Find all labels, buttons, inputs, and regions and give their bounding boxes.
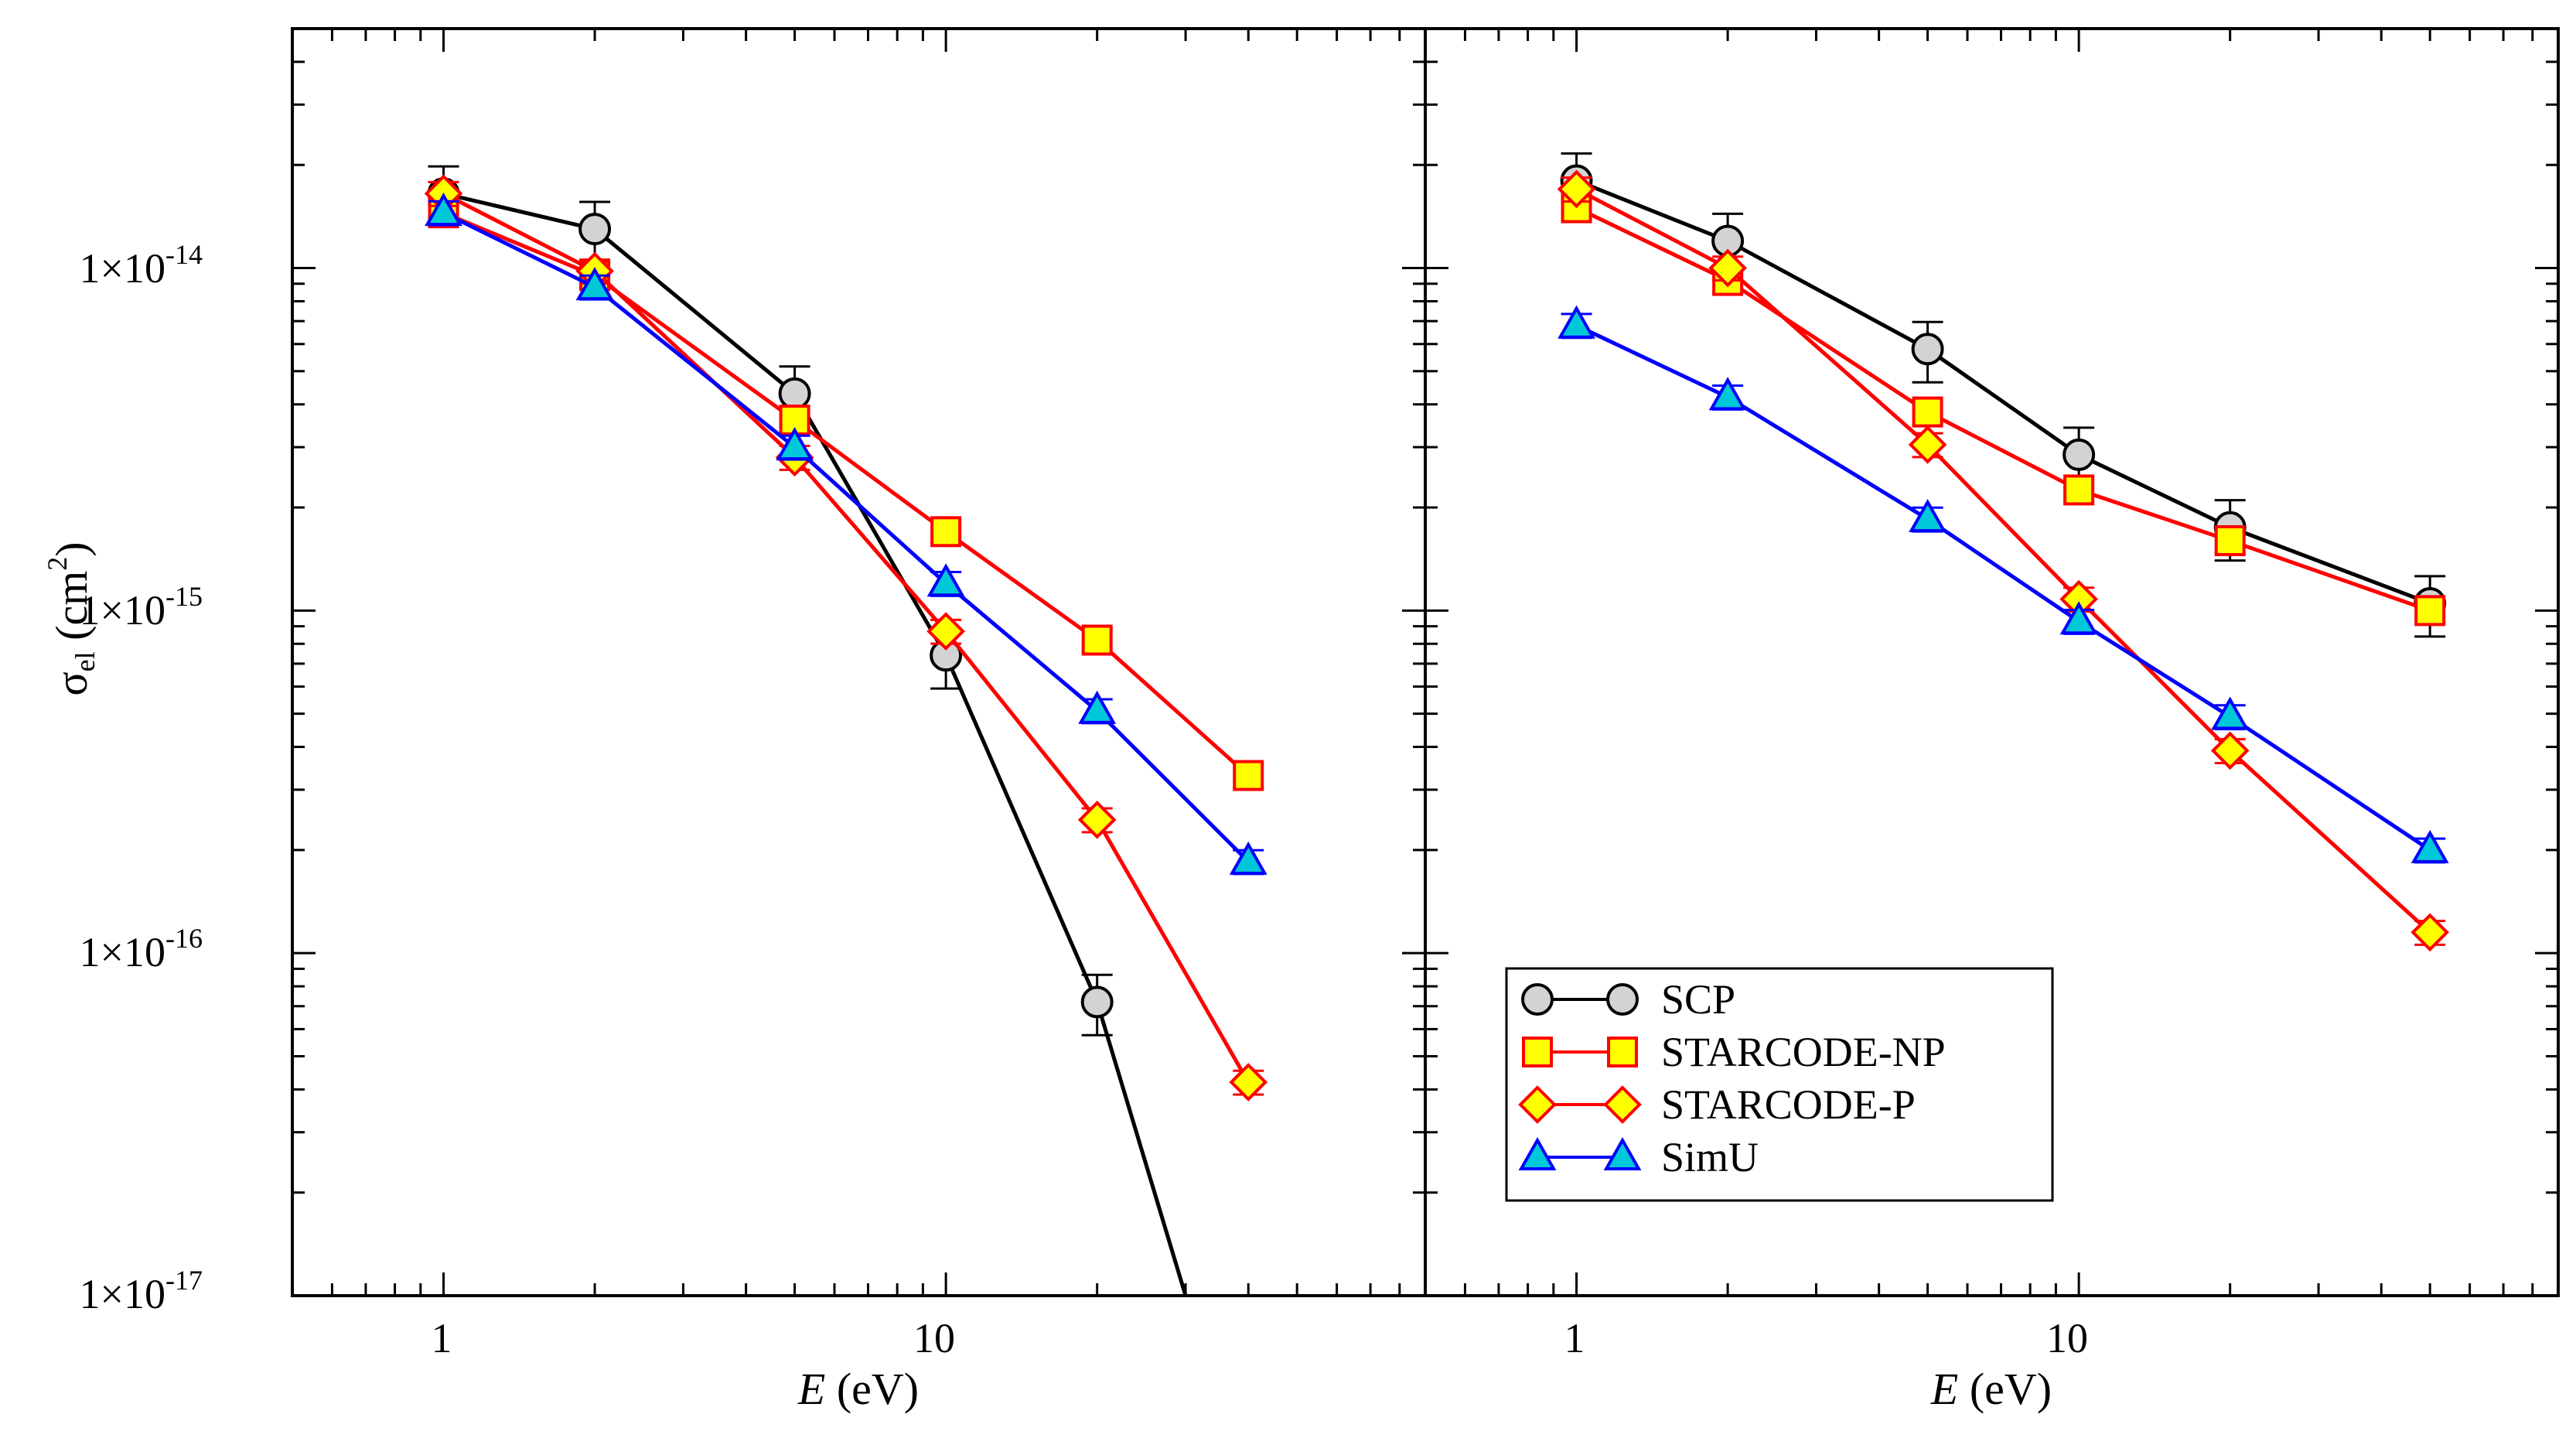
- data-point: [1078, 690, 1117, 724]
- data-point: [1229, 841, 1268, 875]
- data-point: [1909, 498, 1947, 533]
- x-tick-label: 1: [432, 1315, 452, 1361]
- data-point: [926, 612, 965, 651]
- series-scp: [427, 165, 1188, 1296]
- y-tick-label: 1×10-14: [80, 239, 203, 292]
- data-point: [1558, 305, 1595, 339]
- legend-marker: [1518, 1136, 1557, 1170]
- y-axis-superscript: 2: [42, 557, 73, 571]
- data-point: [930, 516, 962, 548]
- legend: SCP STARCODE-NP STARCODE-P SimU: [1505, 967, 2054, 1202]
- y-tick-label: 1×10-15: [80, 581, 203, 634]
- x-axis-var-right: E: [1930, 1364, 1958, 1414]
- data-point: [2214, 524, 2246, 556]
- series-line: [442, 191, 1250, 1084]
- series-line: [1575, 187, 2431, 934]
- x-axis-title-left: E (eV): [797, 1364, 919, 1414]
- series-starcode-p: [424, 174, 1268, 1102]
- data-point: [926, 563, 965, 597]
- series-group: [424, 165, 1268, 1296]
- series-line: [442, 210, 1250, 863]
- legend-marker: [1521, 983, 1554, 1016]
- data-point: [425, 193, 462, 227]
- y-axis-title: σel (cm2): [42, 541, 101, 695]
- series-line: [442, 191, 1188, 1296]
- data-point: [2414, 595, 2446, 627]
- y-axis-subscript: el: [70, 651, 101, 671]
- y-axis-unit-open: (cm: [46, 571, 97, 652]
- y-ticks: [292, 27, 1425, 1297]
- data-point: [1708, 377, 1747, 411]
- x-tick-label: 1: [1564, 1315, 1585, 1361]
- x-axis-unit-left: (eV): [825, 1364, 919, 1414]
- data-point: [776, 427, 814, 461]
- data-point: [778, 377, 811, 410]
- data-point: [575, 267, 614, 301]
- data-point: [2063, 438, 2096, 471]
- data-point: [1911, 333, 1944, 366]
- legend-marker: [1606, 983, 1639, 1016]
- x-tick-label: 10: [913, 1315, 955, 1361]
- plot-frame: [1424, 27, 2560, 1297]
- series-group: [1557, 152, 2450, 952]
- data-point: [578, 213, 612, 246]
- data-point: [2411, 913, 2450, 952]
- data-point: [1908, 425, 1947, 464]
- legend-marker: [1607, 1037, 1638, 1067]
- y-tick-label: 1×10-16: [80, 923, 203, 975]
- series-line: [442, 210, 1250, 777]
- legend-label-starcode-p: STARCODE-P: [1661, 1081, 1916, 1128]
- data-point: [1080, 985, 1114, 1019]
- y-tick-labels: 1×10-14 1×10-15 1×10-16 1×10-17: [80, 239, 203, 1317]
- y-tick-label: 1×10-17: [80, 1265, 203, 1317]
- legend-marker: [1518, 1085, 1557, 1124]
- series-line: [1575, 323, 2431, 852]
- data-point: [2211, 696, 2250, 730]
- data-point: [1708, 248, 1747, 288]
- y-ticks: [1425, 27, 2558, 1297]
- y-axis-unit-close: ): [46, 541, 97, 556]
- legend-box: [1505, 967, 2054, 1202]
- data-point: [1233, 760, 1264, 791]
- legend-label-simu: SimU: [1661, 1134, 1759, 1180]
- data-point: [2210, 731, 2250, 770]
- x-ticks: [1424, 29, 2560, 1296]
- x-tick-labels: 1 10 1 10: [432, 1315, 2089, 1361]
- series-simu: [1558, 305, 2449, 864]
- panel-left: [291, 27, 1427, 1297]
- data-point: [1229, 1063, 1268, 1102]
- x-axis-title-right: E (eV): [1930, 1364, 2052, 1414]
- data-point: [1912, 396, 1943, 428]
- x-axis-var-left: E: [797, 1364, 825, 1414]
- legend-marker: [1522, 1037, 1553, 1067]
- data-point: [1557, 169, 1596, 209]
- data-point: [2059, 601, 2098, 635]
- legend-label-scp: SCP: [1661, 976, 1735, 1023]
- legend-marker: [1603, 1085, 1642, 1124]
- data-point: [1077, 801, 1117, 839]
- series-line: [1575, 206, 2431, 613]
- x-axis-unit-right: (eV): [1958, 1364, 2052, 1414]
- legend-marker: [1603, 1136, 1642, 1170]
- data-point: [2411, 829, 2449, 863]
- data-point: [2063, 474, 2095, 506]
- legend-label-starcode-np: STARCODE-NP: [1661, 1029, 1946, 1075]
- panel-right: [1424, 27, 2560, 1297]
- series-line: [1575, 179, 2431, 606]
- data-point: [1081, 624, 1113, 656]
- series-simu: [425, 193, 1268, 876]
- x-tick-label: 10: [2046, 1315, 2088, 1361]
- y-axis-symbol: σ: [46, 671, 97, 695]
- legend-items: [1518, 983, 1642, 1170]
- series-scp: [1560, 152, 2447, 638]
